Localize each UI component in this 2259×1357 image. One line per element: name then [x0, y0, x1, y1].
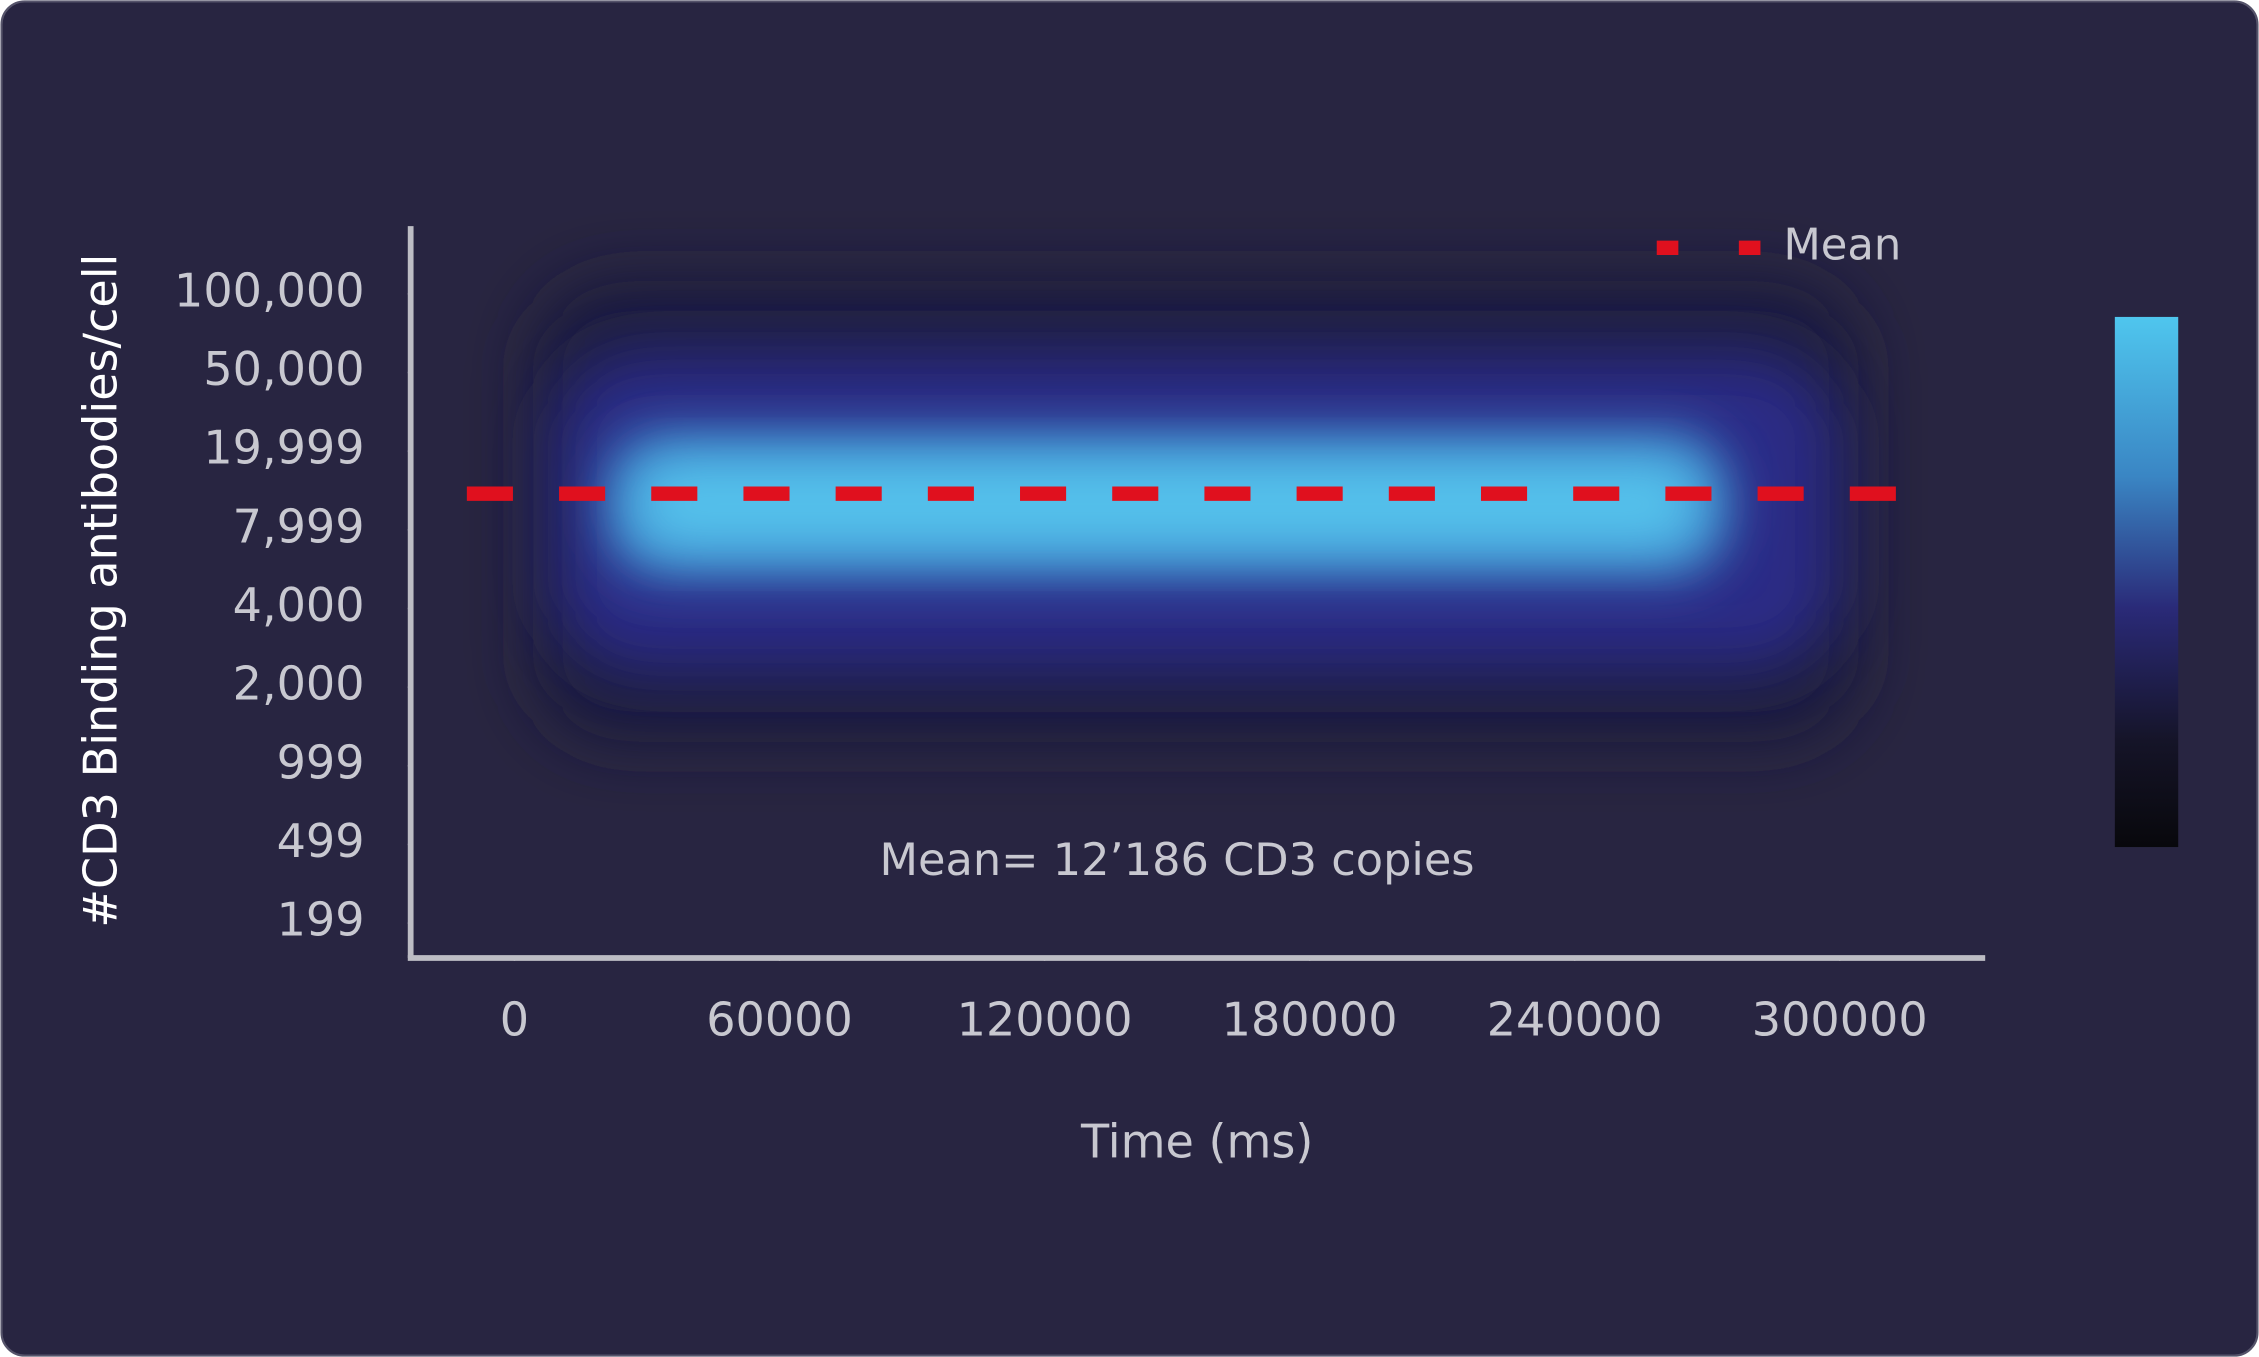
y-tick-label: 2,000	[233, 657, 365, 711]
annotation: Mean= 12’186 CD3 copies	[879, 834, 1474, 886]
x-tick-label: 0	[500, 992, 529, 1046]
density	[533, 280, 1859, 742]
y-tick-label: 7,999	[233, 499, 365, 553]
y-tick-label: 199	[277, 893, 365, 947]
legend-label: Mean	[1784, 220, 1902, 270]
y-tick-label: 19,999	[203, 421, 364, 475]
y-tick-label: 50,000	[203, 342, 364, 396]
colorbar	[2114, 316, 2179, 848]
x-tick-label: 60000	[706, 992, 853, 1046]
y-tick-label: 4,000	[233, 578, 365, 632]
y-axis-label: #CD3 Binding antibodies/cell	[73, 254, 127, 928]
x-tick-label: 240000	[1487, 992, 1663, 1046]
x-axis-label: Time (ms)	[1080, 1115, 1313, 1169]
x-tick-label: 120000	[957, 992, 1133, 1046]
x-tick-label: 300000	[1752, 992, 1928, 1046]
x-tick-label: 180000	[1222, 992, 1398, 1046]
y-tick-label: 100,000	[174, 263, 365, 317]
y-tick-label: 999	[277, 735, 365, 789]
y-tick-label: 499	[277, 814, 365, 868]
